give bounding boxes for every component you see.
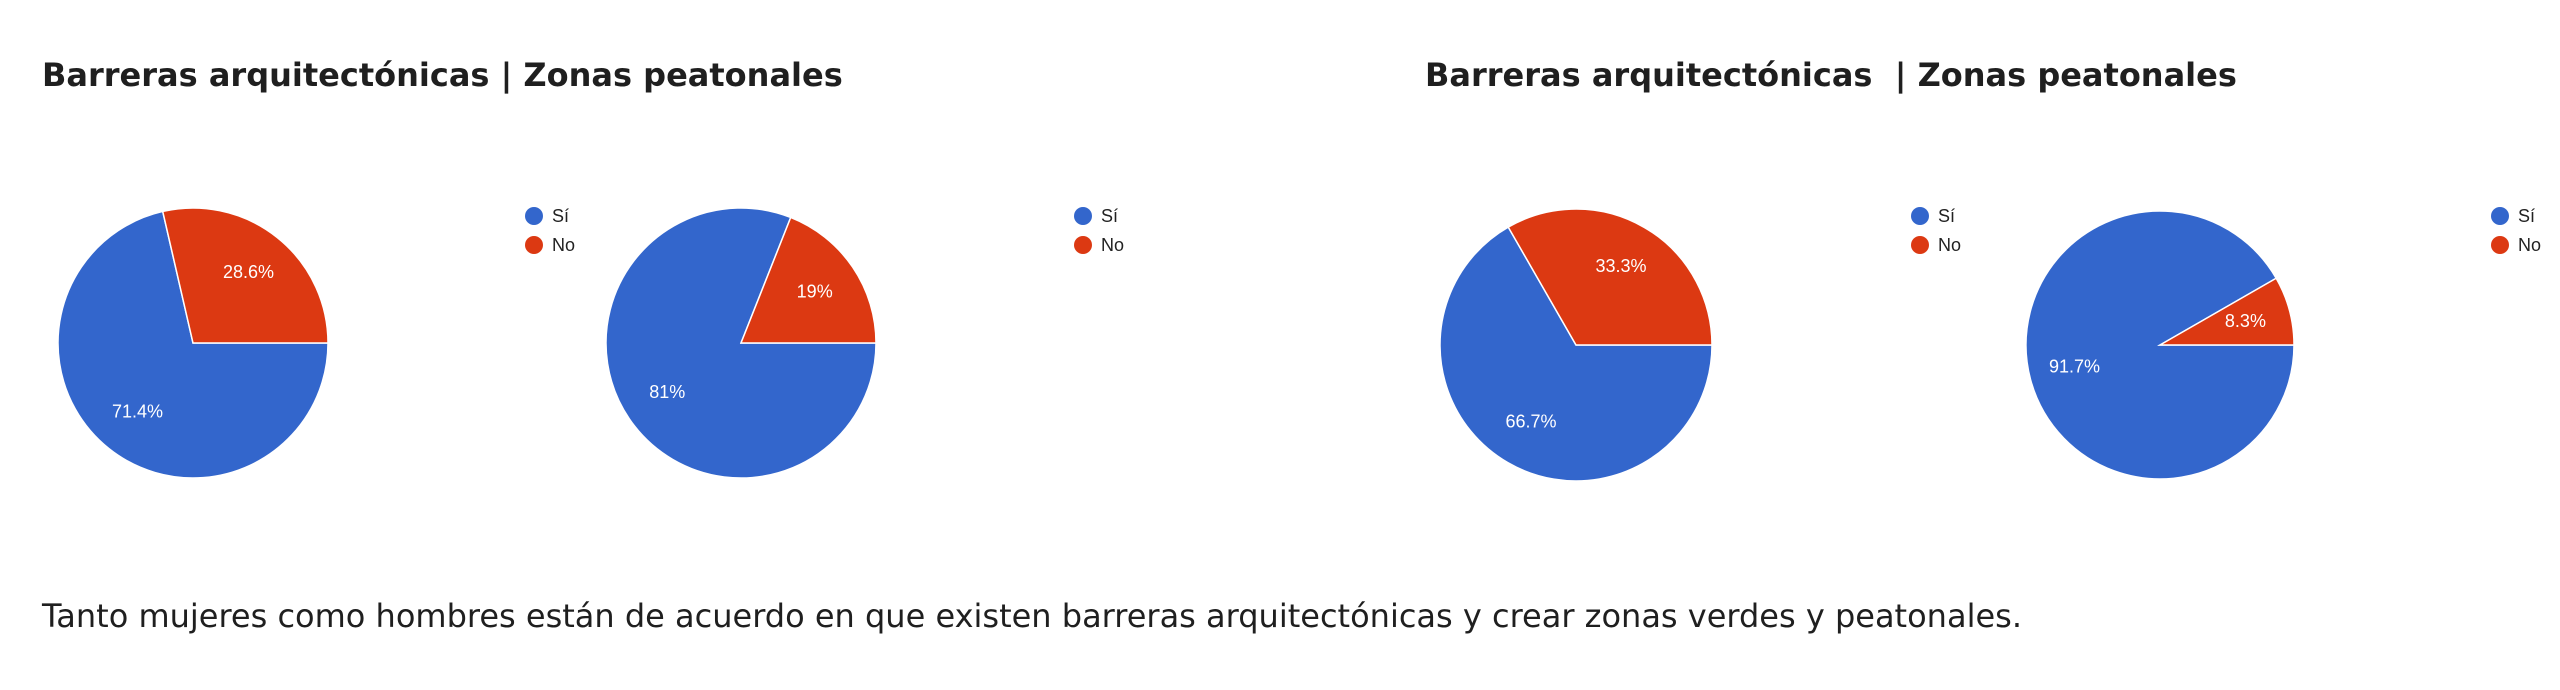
pie-slice bbox=[739, 216, 877, 344]
slice-label: 19% bbox=[797, 282, 833, 302]
legend-marker bbox=[2491, 207, 2509, 225]
legend-label: No bbox=[1938, 235, 1961, 255]
slice-label: 33.3% bbox=[1595, 256, 1646, 276]
legend-label: No bbox=[1101, 235, 1124, 255]
pie-slice bbox=[57, 210, 329, 479]
pie-slice bbox=[2157, 277, 2295, 346]
legend-marker bbox=[525, 207, 543, 225]
legend-marker bbox=[1074, 207, 1092, 225]
legend-label: Sí bbox=[1938, 206, 1955, 226]
slice-label: 71.4% bbox=[112, 401, 163, 421]
slice-label: 66.7% bbox=[1506, 411, 1557, 431]
pie-slice bbox=[161, 207, 329, 344]
slice-label: 91.7% bbox=[2049, 357, 2100, 377]
legend-marker bbox=[1911, 207, 1929, 225]
legend-marker bbox=[525, 236, 543, 254]
legend-label: No bbox=[2518, 235, 2541, 255]
body-text: Tanto mujeres como hombres están de acue… bbox=[41, 597, 2022, 635]
legend-marker bbox=[1911, 236, 1929, 254]
slice-label: 28.6% bbox=[223, 262, 274, 282]
legend-label: Sí bbox=[2518, 206, 2535, 226]
pie-slice bbox=[1439, 226, 1713, 482]
heading: Barreras arquitectónicas | Zonas peatona… bbox=[1425, 56, 2237, 95]
slice-label: 81% bbox=[649, 382, 685, 402]
legend-label: Sí bbox=[1101, 206, 1118, 226]
pie-slice bbox=[1507, 208, 1713, 346]
legend-marker bbox=[2491, 236, 2509, 254]
legend-label: No bbox=[552, 235, 575, 255]
slice-label: 8.3% bbox=[2225, 311, 2266, 331]
heading: Barreras arquitectónicas | Zonas peatona… bbox=[42, 56, 843, 95]
legend-label: Sí bbox=[552, 206, 569, 226]
legend-marker bbox=[1074, 236, 1092, 254]
